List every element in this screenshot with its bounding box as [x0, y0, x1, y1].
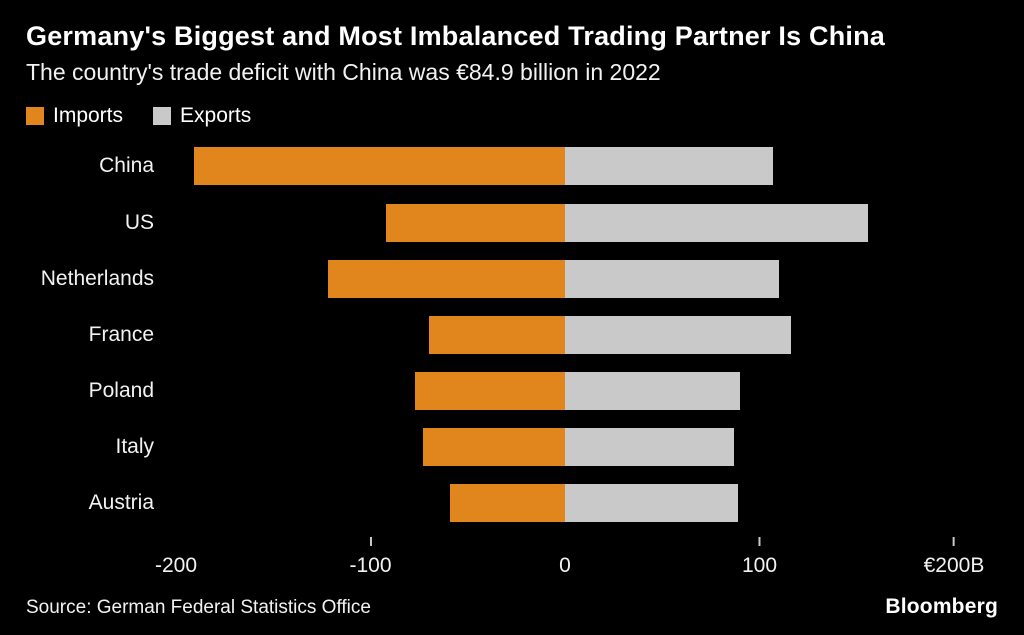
legend-swatch [26, 107, 44, 126]
legend-swatch [153, 107, 172, 126]
category-label: US [124, 210, 154, 234]
tick-label: -200 [154, 554, 198, 577]
exports-bar [565, 371, 741, 410]
exports-bar [565, 259, 779, 298]
chart-row: Austria [26, 483, 998, 522]
bloomberg-logo: Bloomberg [885, 595, 998, 618]
row-plot [176, 427, 954, 466]
chart-row: Netherlands [26, 259, 998, 298]
category-label: Poland [88, 378, 154, 402]
category-label: Austria [88, 490, 154, 514]
legend: Imports Exports [26, 104, 998, 128]
exports-bar [565, 483, 739, 522]
chart-rows: China US Netherlands France Poland Italy Austr… [26, 138, 998, 531]
footer: Source: German Federal Statistics Office… [26, 595, 998, 619]
row-plot [176, 259, 954, 298]
x-axis-tick: 0 [559, 537, 571, 578]
exports-bar [565, 427, 735, 466]
chart-row: China [26, 147, 998, 186]
imports-bar [450, 483, 565, 522]
imports-bar [193, 147, 565, 186]
exports-bar [565, 315, 791, 354]
imports-bar [428, 315, 565, 354]
chart-row: Italy [26, 427, 998, 466]
chart-row: France [26, 315, 998, 354]
imports-bar [415, 371, 565, 410]
row-plot [176, 315, 954, 354]
category-label: Italy [115, 434, 154, 458]
row-plot [176, 203, 954, 242]
imports-bar [327, 259, 565, 298]
tick-mark [758, 537, 761, 546]
tick-mark [952, 537, 955, 546]
chart-subtitle: The country's trade deficit with China w… [26, 59, 661, 86]
category-label: France [88, 322, 154, 346]
exports-bar [565, 147, 774, 186]
legend-label: Exports [180, 104, 252, 128]
category-label: Netherlands [40, 266, 154, 290]
row-plot [176, 371, 954, 410]
tick-label: €200B [923, 554, 985, 577]
chart-row: US [26, 203, 998, 242]
x-axis-tick: €200B [923, 537, 985, 578]
x-axis: -200 -100 0 100 €200B [155, 537, 984, 589]
tick-label: 100 [741, 554, 778, 577]
row-plot [176, 483, 954, 522]
legend-item: Exports [153, 104, 251, 128]
legend-item: Imports [26, 104, 123, 128]
chart-title: Germany's Biggest and Most Imbalanced Tr… [26, 21, 886, 51]
x-axis-tick: -200 [155, 537, 197, 578]
imports-bar [386, 203, 565, 242]
exports-bar [565, 203, 869, 242]
chart-row: Poland [26, 371, 998, 410]
x-axis-tick: 100 [742, 537, 777, 578]
category-label: China [99, 154, 154, 178]
row-plot [176, 147, 954, 186]
tick-label: -100 [349, 554, 392, 577]
x-axis-tick: -100 [349, 537, 392, 578]
tick-label: 0 [559, 554, 571, 577]
source-note: Source: German Federal Statistics Office [26, 597, 371, 618]
tick-mark [369, 537, 372, 546]
imports-bar [423, 427, 565, 466]
chart-area: China US Netherlands France Poland Italy Austr… [26, 138, 998, 589]
legend-label: Imports [53, 104, 124, 128]
